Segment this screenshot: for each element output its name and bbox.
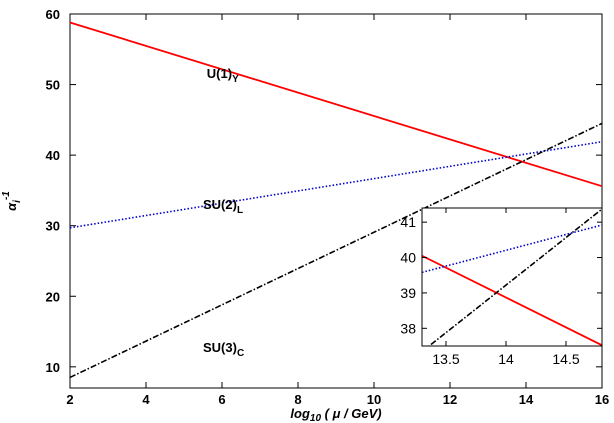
inset-x-tick-label: 14.5 xyxy=(552,351,579,367)
inset-series xyxy=(422,208,602,346)
main-plot-frame xyxy=(69,13,603,389)
x-tick-label: 10 xyxy=(367,392,381,407)
main-series xyxy=(69,21,603,379)
u1-label: U(1)Y xyxy=(207,66,239,85)
inset-y-tick-label: 40 xyxy=(400,250,416,266)
inset-su2-series-line xyxy=(422,224,602,274)
inset-u1-series-line xyxy=(422,254,602,346)
x-axis-label: log10 ( μ / GeV) xyxy=(290,406,381,423)
inset-y-tick-label: 38 xyxy=(400,320,416,336)
inset-y-tick-label: 39 xyxy=(400,285,416,301)
x-tick-label: 8 xyxy=(294,392,301,407)
x-tick-label: 16 xyxy=(595,392,609,407)
x-tick-label: 12 xyxy=(443,392,457,407)
x-tick-label: 2 xyxy=(66,392,73,407)
y-tick-label: 60 xyxy=(46,7,60,22)
x-tick-label: 6 xyxy=(218,392,225,407)
y-tick-label: 20 xyxy=(46,289,60,304)
inset-x-tick-label: 14 xyxy=(498,351,514,367)
su2-label: SU(2)L xyxy=(203,197,243,216)
y-tick-label: 10 xyxy=(46,360,60,375)
inset-plot-frame xyxy=(421,207,603,347)
su3-label: SU(3)C xyxy=(203,340,244,359)
main-annotations: U(1)Y SU(2)L SU(3)C xyxy=(203,66,244,359)
inset-x-tick-label: 13.5 xyxy=(432,351,459,367)
y-tick-label: 30 xyxy=(46,219,60,234)
inset-plot-background xyxy=(422,208,602,346)
y-axis-label: αi-1 xyxy=(1,191,23,211)
x-tick-label: 14 xyxy=(519,392,534,407)
su2-series-line xyxy=(69,140,603,229)
su3-series-line xyxy=(69,122,603,379)
u1-series-line xyxy=(69,21,603,188)
x-tick-label: 4 xyxy=(142,392,150,407)
y-tick-label: 50 xyxy=(46,78,60,93)
main-ticks: 2 4 6 8 10 12 14 16 10 20 30 40 50 60 xyxy=(46,7,610,407)
inset-su3-series-line xyxy=(427,208,602,346)
inset-y-tick-label: 41 xyxy=(400,214,416,230)
inset-ticks: 13.5 14 14.5 38 39 40 41 xyxy=(400,208,602,367)
y-tick-label: 40 xyxy=(46,148,60,163)
